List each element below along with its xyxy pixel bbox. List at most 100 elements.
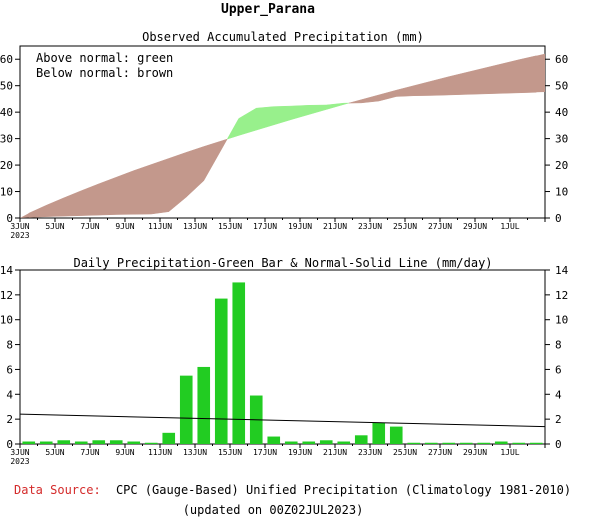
y-tick-label-right: 2 (555, 413, 562, 426)
y-tick-label-left: 0 (6, 438, 13, 451)
x-tick-label: 13JUN (183, 222, 207, 231)
accumulated-area-segment (116, 170, 134, 215)
above-normal-note: Above normal: green (36, 51, 173, 65)
accumulated-area-segment (343, 102, 349, 105)
accumulated-area-segment (203, 140, 222, 182)
daily-bar (529, 442, 543, 444)
y-tick-label-right: 50 (555, 80, 568, 93)
daily-bar (512, 442, 526, 444)
x-tick-label: 7JUN (80, 222, 99, 231)
x-tick-label: 5JUN (45, 222, 64, 231)
y-tick-label-right: 10 (555, 186, 568, 199)
x-tick-label: 1JUL (500, 448, 519, 457)
accumulated-area-segment (168, 152, 187, 213)
accumulated-area-segment (291, 105, 309, 120)
y-tick-label-left: 12 (0, 289, 13, 302)
daily-bar (197, 366, 211, 444)
accumulated-area-segment (466, 67, 484, 95)
accumulated-area-segment (133, 164, 152, 215)
accumulated-area-segment (256, 106, 274, 131)
y-tick-label-left: 60 (0, 53, 13, 66)
updated-text: (updated on 00Z02JUL2023) (183, 503, 364, 517)
y-tick-label-left: 40 (0, 106, 13, 119)
y-tick-label-left: 14 (0, 264, 13, 277)
y-tick-label-left: 50 (0, 80, 13, 93)
y-tick-label-left: 4 (6, 388, 13, 401)
y-tick-label-right: 10 (555, 314, 568, 327)
daily-bar (284, 441, 298, 444)
daily-bar (179, 375, 193, 444)
daily-bar (372, 422, 386, 444)
daily-bar (92, 440, 106, 444)
daily-bar (477, 442, 491, 444)
accumulated-area-segment (413, 80, 432, 97)
y-tick-label-right: 0 (555, 212, 562, 225)
daily-bar (144, 442, 158, 444)
y-tick-label-left: 30 (0, 133, 13, 146)
daily-bar (494, 441, 508, 444)
daily-precipitation-chart: Daily Precipitation-Green Bar & Normal-S… (0, 256, 569, 466)
daily-bar (459, 442, 473, 444)
daily-bar (39, 441, 53, 444)
daily-bar (337, 441, 351, 444)
daily-bar (162, 432, 176, 444)
accumulated-area-segment (448, 72, 467, 96)
x-tick-label: 27JUN (428, 448, 452, 457)
accumulated-area-segment (518, 55, 537, 94)
accumulated-area-segment (431, 76, 449, 96)
accumulated-area-segment (151, 158, 169, 215)
x-tick-label: 7JUN (80, 448, 99, 457)
x-tick-label: 21JUN (323, 222, 347, 231)
daily-bar (319, 440, 333, 444)
x-tick-label: 27JUN (428, 222, 452, 231)
below-normal-note: Below normal: brown (36, 66, 173, 80)
y-tick-label-left: 0 (6, 212, 13, 225)
x-tick-label: 23JUN (358, 448, 382, 457)
y-tick-label-right: 14 (555, 264, 569, 277)
daily-bar (442, 442, 456, 444)
y-tick-label-left: 10 (0, 186, 13, 199)
y-tick-label-left: 20 (0, 159, 13, 172)
accumulated-plot-area: 0 0 10 10 20 20 30 30 40 40 50 50 60 60 3JUN 5JUN 7JUN 9J… (0, 45, 568, 240)
daily-bar (74, 441, 88, 444)
y-tick-label-right: 20 (555, 159, 568, 172)
x-tick-label: 9JUN (115, 448, 134, 457)
accumulated-area-segment (221, 138, 228, 151)
accumulated-chart-title: Observed Accumulated Precipitation (mm) (142, 30, 424, 44)
x-tick-label: 15JUN (218, 448, 242, 457)
accumulated-area-segment (46, 197, 64, 217)
x-tick-label: 19JUN (288, 222, 312, 231)
y-tick-label-right: 6 (555, 363, 562, 376)
data-source-line: Data Source: CPC (Gauge-Based) Unified P… (14, 483, 571, 497)
accumulated-area-segment (226, 117, 239, 140)
accumulated-area-segment (326, 102, 344, 110)
accumulated-area-segment (63, 190, 82, 217)
accumulated-area-segment (501, 59, 519, 94)
accumulated-area-segment (308, 104, 327, 115)
y-tick-label-left: 6 (6, 363, 13, 376)
y-tick-label-right: 60 (555, 53, 568, 66)
x-tick-label: 19JUN (288, 448, 312, 457)
accumulated-area-segment (238, 107, 257, 136)
daily-plot-area: 0 0 2 2 4 4 6 6 8 8 10 10 12 12 14 14 3JUN 5JUN 7JUN 9JUN 11… (0, 264, 569, 466)
daily-bar (22, 441, 36, 444)
daily-bar (57, 440, 71, 444)
daily-bar (302, 441, 316, 444)
data-source-text: CPC (Gauge-Based) Unified Precipitation … (116, 483, 571, 497)
x-year-label: 2023 (10, 231, 29, 240)
region-title: Upper_Parana (221, 2, 315, 17)
y-tick-label-right: 0 (555, 438, 562, 451)
data-source-label: Data Source: (14, 483, 101, 497)
x-tick-label: 15JUN (218, 222, 242, 231)
x-tick-label: 25JUN (393, 222, 417, 231)
x-tick-label: 25JUN (393, 448, 417, 457)
y-tick-label-left: 10 (0, 314, 13, 327)
x-tick-label: 3JUN (10, 222, 29, 231)
daily-bar (267, 436, 281, 444)
y-tick-label-right: 30 (555, 133, 568, 146)
accumulated-area-segment (396, 85, 414, 97)
accumulated-area-segment (98, 176, 117, 216)
y-tick-label-left: 2 (6, 413, 13, 426)
accumulated-area-segment (348, 99, 362, 104)
daily-bar (407, 442, 421, 444)
